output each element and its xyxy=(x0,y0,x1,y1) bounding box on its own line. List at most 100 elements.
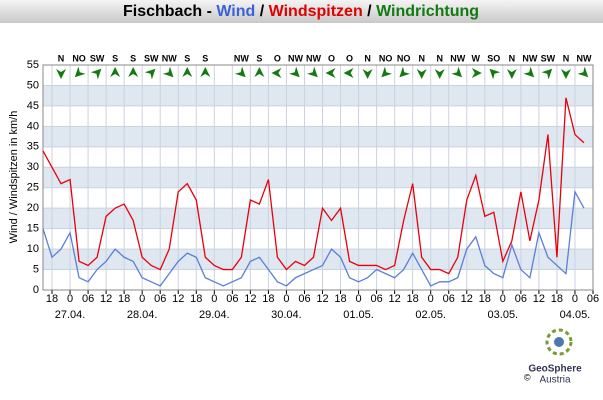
logo-mark xyxy=(554,337,564,347)
direction-label: N xyxy=(364,53,371,63)
direction-arrow xyxy=(541,68,553,80)
x-tick-label: 0 xyxy=(500,293,506,305)
logo-sub: Austria xyxy=(539,375,571,386)
direction-arrow xyxy=(144,68,156,80)
x-tick-label: 06 xyxy=(298,293,310,305)
x-tick-label: 0 xyxy=(428,293,434,305)
y-tick-label: 45 xyxy=(27,100,39,112)
direction-arrow xyxy=(234,66,246,78)
x-tick-label: 0 xyxy=(283,293,289,305)
direction-arrow xyxy=(399,66,411,78)
direction-arrow xyxy=(362,69,373,79)
series-line xyxy=(42,97,585,275)
x-tick-label: 06 xyxy=(226,293,238,305)
direction-label: S xyxy=(112,53,118,63)
x-tick-label: 06 xyxy=(587,293,599,305)
direction-arrow xyxy=(577,66,589,78)
date-label: 02.05. xyxy=(415,309,446,321)
y-axis-label: Wind / Windspitzen in km/h xyxy=(8,111,20,244)
x-tick-label: 0 xyxy=(139,293,145,305)
y-tick-label: 35 xyxy=(27,141,39,153)
direction-label: N xyxy=(436,53,443,63)
y-tick-label: 5 xyxy=(33,263,39,275)
direction-arrow xyxy=(289,66,300,78)
direction-label: SO xyxy=(487,53,500,63)
direction-arrow xyxy=(307,66,318,78)
date-label: 04.05. xyxy=(560,309,591,321)
series-line xyxy=(42,189,585,287)
direction-arrow xyxy=(110,67,121,77)
direction-arrow xyxy=(434,69,445,79)
direction-arrow xyxy=(182,67,193,77)
direction-label: O xyxy=(274,53,281,63)
y-tick-label: 20 xyxy=(27,202,39,214)
direction-arrow xyxy=(254,67,265,77)
x-tick-label: 0 xyxy=(67,293,73,305)
x-tick-label: 0 xyxy=(356,293,362,305)
x-tick-label: 06 xyxy=(154,293,166,305)
x-tick-label: 18 xyxy=(262,293,274,305)
direction-arrow xyxy=(128,67,139,77)
logo-name: GeoSphere xyxy=(528,364,582,375)
grid-band xyxy=(43,208,593,229)
direction-arrow xyxy=(471,68,482,78)
direction-label: S xyxy=(130,53,136,63)
direction-label: NW xyxy=(288,53,303,63)
logo-mark xyxy=(545,328,573,356)
direction-arrow xyxy=(343,68,354,78)
direction-arrow xyxy=(523,66,535,78)
title-part: Windspitzen xyxy=(269,3,363,20)
x-tick-label: 18 xyxy=(407,293,419,305)
x-tick-label: 12 xyxy=(389,293,401,305)
direction-label: N xyxy=(58,53,65,63)
direction-label: N xyxy=(418,53,425,63)
title-part: Wind xyxy=(216,3,255,20)
y-tick-label: 50 xyxy=(27,79,39,91)
direction-label: NO xyxy=(72,53,86,63)
direction-label: N xyxy=(509,53,516,63)
y-tick-label: 55 xyxy=(27,59,39,71)
direction-arrow xyxy=(489,68,501,80)
direction-arrow xyxy=(416,69,427,79)
date-label: 01.05. xyxy=(343,309,374,321)
copyright: © xyxy=(524,372,531,382)
x-tick-label: 0 xyxy=(211,293,217,305)
direction-arrow xyxy=(200,67,211,77)
grid-band xyxy=(43,249,593,270)
direction-label: SW xyxy=(541,53,556,63)
direction-arrow xyxy=(271,68,282,78)
y-tick-label: 15 xyxy=(27,223,39,235)
title-part: Fischbach - xyxy=(123,3,216,20)
x-tick-label: 18 xyxy=(334,293,346,305)
x-tick-label: 06 xyxy=(370,293,382,305)
direction-label: NW xyxy=(234,53,249,63)
x-tick-label: 18 xyxy=(46,293,58,305)
title-part: Windrichtung xyxy=(376,3,479,20)
direction-label: NW xyxy=(162,53,177,63)
date-label: 03.05. xyxy=(488,309,519,321)
grid-band xyxy=(43,85,593,106)
title-bar xyxy=(0,0,603,23)
direction-arrow xyxy=(560,69,571,79)
direction-label: SW xyxy=(144,53,159,63)
direction-label: S xyxy=(184,53,190,63)
x-tick-label: 12 xyxy=(244,293,256,305)
direction-arrow xyxy=(56,69,67,79)
direction-arrow xyxy=(162,66,174,78)
title-part: / xyxy=(363,3,376,20)
x-tick-label: 12 xyxy=(172,293,184,305)
direction-arrow xyxy=(325,68,336,78)
date-label: 29.04. xyxy=(199,309,230,321)
x-tick-label: 18 xyxy=(190,293,202,305)
direction-label: NW xyxy=(306,53,321,63)
direction-label: NO xyxy=(397,53,411,63)
plot-frame xyxy=(42,64,594,291)
grid-band xyxy=(43,126,593,147)
direction-label: NW xyxy=(522,53,537,63)
direction-label: O xyxy=(346,53,353,63)
direction-label: NW xyxy=(576,53,591,63)
x-tick-label: 12 xyxy=(316,293,328,305)
x-tick-label: 0 xyxy=(572,293,578,305)
chart-title: Fischbach - Wind / Windspitzen / Windric… xyxy=(123,3,479,20)
direction-label: NO xyxy=(379,53,393,63)
